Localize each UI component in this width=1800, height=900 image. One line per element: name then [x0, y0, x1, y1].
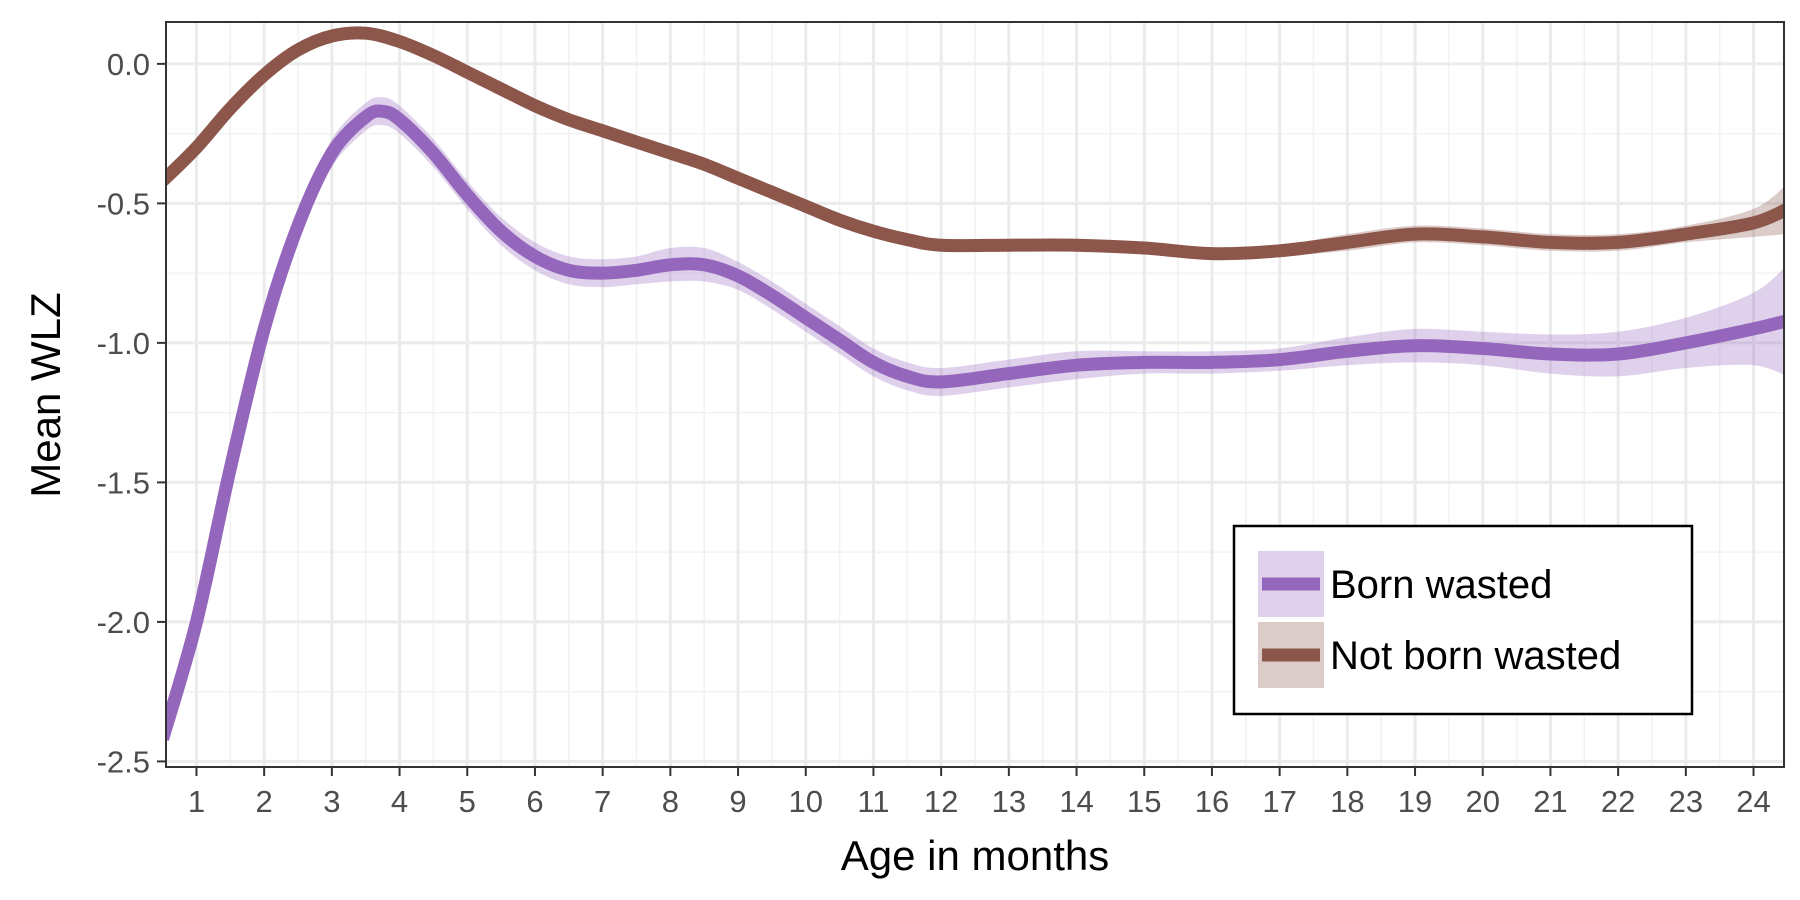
- x-tick-label: 21: [1533, 784, 1567, 819]
- x-tick-label: 12: [924, 784, 958, 819]
- x-tick-label: 17: [1262, 784, 1296, 819]
- x-tick-label: 11: [857, 784, 889, 819]
- series-line-not-born-wasted: [166, 26, 1784, 261]
- x-tick-label: 24: [1736, 784, 1770, 819]
- x-tick-label: 10: [789, 784, 823, 819]
- y-tick-label: -2.0: [97, 605, 150, 640]
- x-tick-label: 19: [1398, 784, 1432, 819]
- x-tick-label: 18: [1330, 784, 1364, 819]
- y-tick-label: -0.5: [97, 186, 150, 221]
- x-tick-label: 5: [459, 784, 476, 819]
- ci-band-born-wasted: [166, 97, 1784, 745]
- series-line-born-wasted: [166, 104, 1784, 741]
- y-axis-title: Mean WLZ: [22, 292, 69, 497]
- x-tick-label: 22: [1601, 784, 1635, 819]
- grid-major: [166, 22, 1784, 767]
- legend-box: [1232, 524, 1694, 716]
- x-tick-label: 20: [1465, 784, 1499, 819]
- legend-label-born-wasted: Born wasted: [1330, 563, 1552, 607]
- series-lines: [166, 26, 1784, 741]
- y-tick-label: 0.0: [107, 47, 150, 82]
- legend-label-not-born-wasted: Not born wasted: [1330, 634, 1621, 678]
- x-tick-label: 1: [188, 784, 205, 819]
- y-tick-label: -1.5: [97, 465, 150, 500]
- x-tick-label: 14: [1059, 784, 1093, 819]
- x-tick-label: 2: [256, 784, 273, 819]
- legend: Born wasted Not born wasted: [1232, 524, 1694, 716]
- x-tick-label: 23: [1669, 784, 1703, 819]
- y-axis: 0.0 -0.5 -1.0 -1.5 -2.0 -2.5: [97, 47, 166, 779]
- y-tick-label: -2.5: [97, 744, 150, 779]
- x-tick-label: 16: [1195, 784, 1229, 819]
- x-axis: 1 2 3 4 5 6 7 8 9 10 11 12 13 14 15 16 17 18 19 20 21 22 23 24: [188, 767, 1771, 819]
- x-tick-label: 6: [526, 784, 543, 819]
- x-axis-title: Age in months: [841, 832, 1110, 879]
- x-tick-label: 15: [1127, 784, 1161, 819]
- x-tick-label: 3: [323, 784, 340, 819]
- x-tick-label: 9: [729, 784, 746, 819]
- plot-border: [165, 21, 1785, 768]
- y-tick-label: -1.0: [97, 326, 150, 361]
- x-tick-label: 4: [391, 784, 408, 819]
- x-tick-label: 13: [992, 784, 1026, 819]
- x-tick-label: 8: [662, 784, 679, 819]
- x-tick-label: 7: [594, 784, 611, 819]
